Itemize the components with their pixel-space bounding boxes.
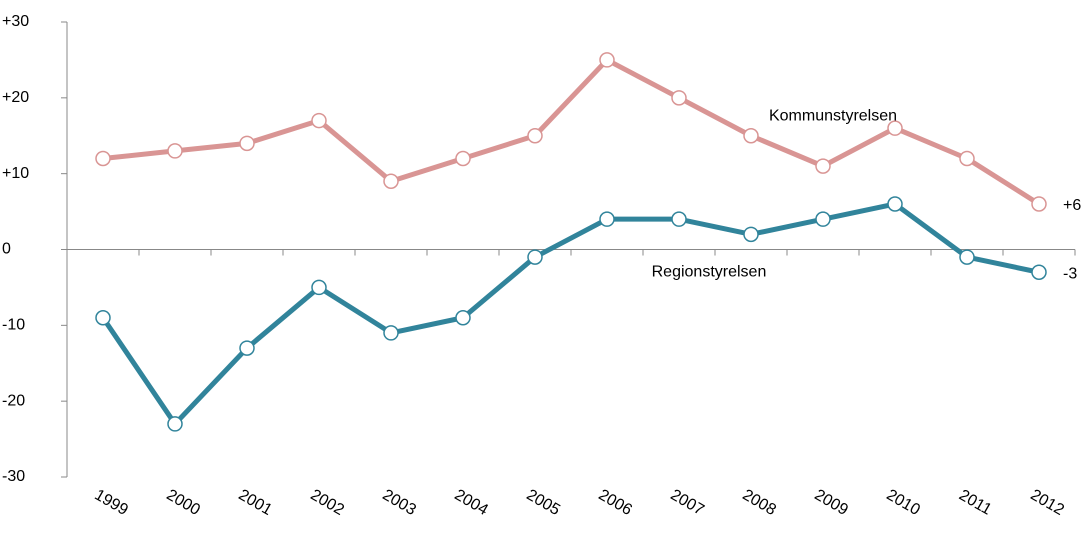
x-tick-label: 1999 [91,486,130,519]
y-tick-label: +20 [2,89,29,106]
marker [167,143,183,159]
marker [743,226,759,243]
marker [887,120,903,136]
x-tick-label: 2011 [956,487,994,519]
marker [167,416,183,432]
marker [383,173,399,189]
marker [311,112,327,129]
marker [455,150,471,167]
marker [815,211,831,227]
x-tick-label: 2004 [451,486,490,519]
marker [239,340,255,356]
x-tick-label: 2000 [163,486,202,519]
x-tick-label: 2007 [667,486,706,519]
marker [599,211,615,227]
x-tick-label: 2010 [883,486,922,519]
y-tick-label: +10 [2,165,29,182]
marker [1031,264,1047,280]
marker [527,128,543,144]
marker [239,135,255,152]
series-line [100,201,1040,427]
series-label: Regionstyrelsen [652,264,767,281]
marker [815,158,831,174]
x-tick-label: 2003 [379,486,418,519]
marker [959,249,975,265]
marker [743,128,759,144]
x-tick-label: 2005 [523,486,562,519]
marker [1031,196,1047,212]
marker [959,150,975,167]
x-tick-label: 2002 [307,486,346,519]
marker [95,310,111,326]
x-tick-label: 2008 [739,486,778,519]
y-tick-label: +30 [2,13,29,30]
y-tick-label: 0 [2,241,11,258]
marker [455,310,471,326]
marker [599,52,615,68]
marker [311,279,327,296]
series-line [102,57,1041,207]
y-tick-label: -20 [2,392,25,409]
series-label: Kommunstyrelsen [769,107,897,124]
marker [887,196,903,212]
x-tick-label: 2012 [1027,486,1066,519]
value-label: +6 [1063,197,1081,214]
marker [671,211,687,227]
x-tick-label: 2001 [235,486,274,519]
x-tick-label: 2006 [595,486,634,519]
x-tick-label: 2009 [811,486,850,519]
y-tick-label: -30 [2,468,25,485]
marker [527,249,543,265]
marker [383,325,399,341]
marker [671,90,687,106]
y-tick-label: -10 [2,317,25,334]
value-label: -3 [1063,265,1077,282]
marker [95,150,111,167]
